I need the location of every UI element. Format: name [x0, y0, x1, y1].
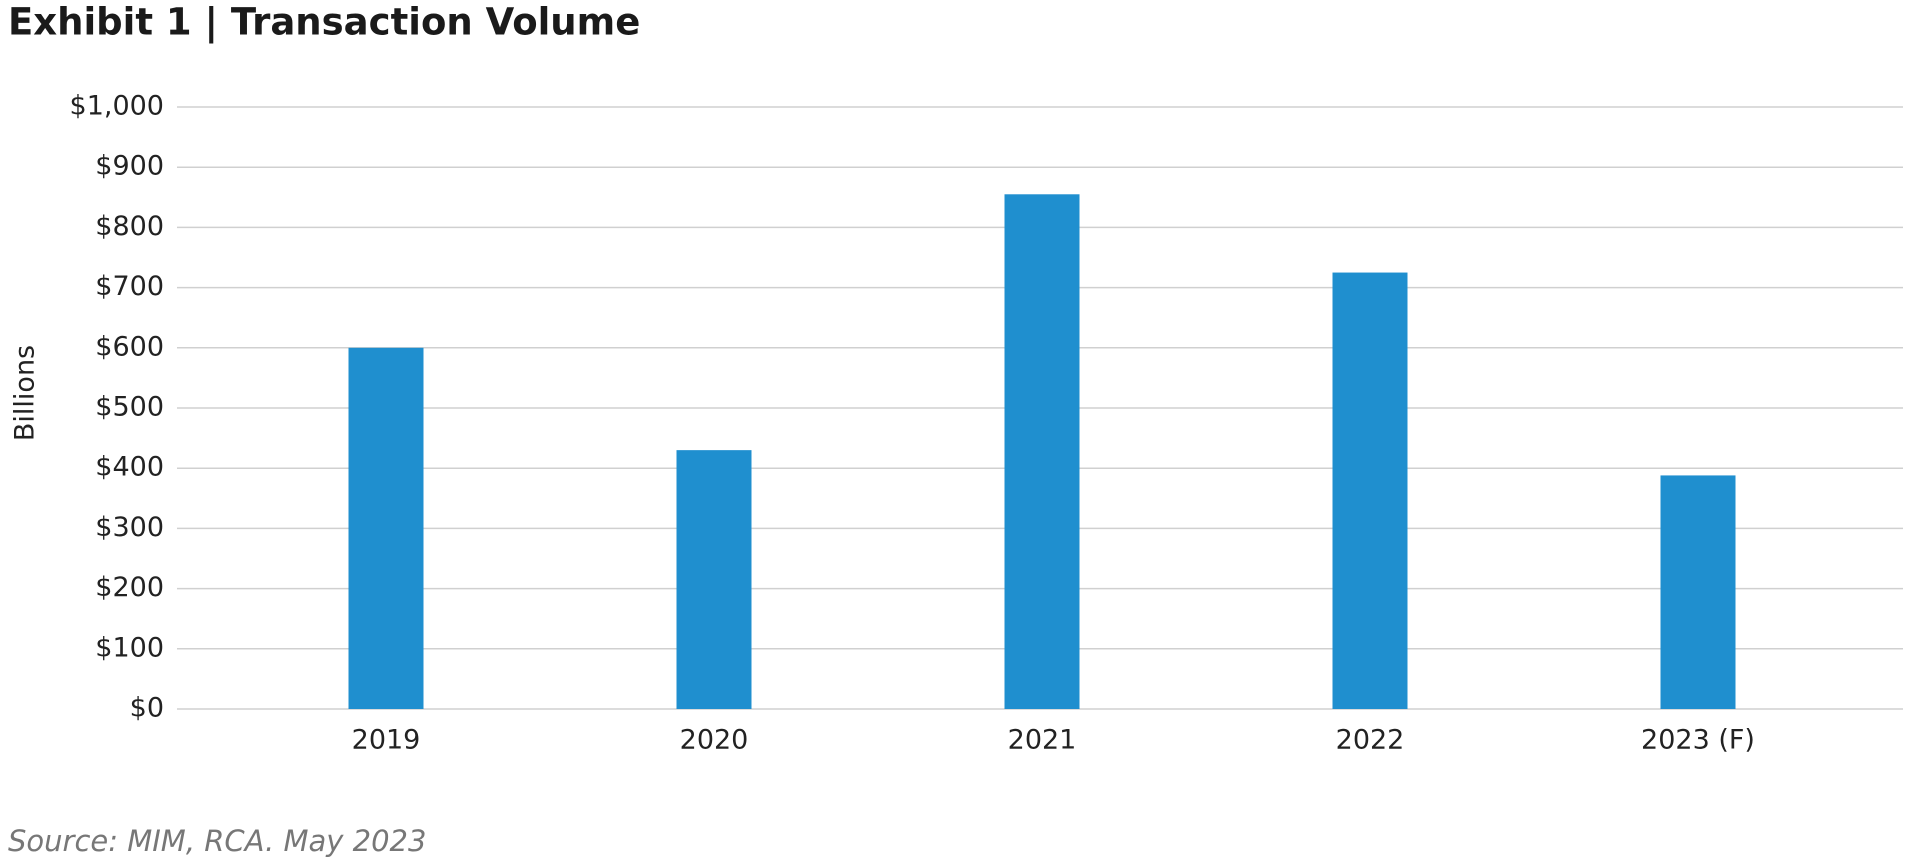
y-tick-label: $700 — [95, 271, 164, 302]
y-tick-label: $100 — [95, 632, 164, 663]
bar — [1332, 272, 1408, 709]
y-tick-label: $900 — [95, 151, 164, 182]
y-tick-label: $1,000 — [70, 91, 164, 122]
y-tick-label: $800 — [95, 211, 164, 242]
y-tick-label: $500 — [95, 392, 164, 423]
source-note: Source: MIM, RCA. May 2023 — [8, 824, 426, 858]
y-tick-label: $400 — [95, 452, 164, 483]
x-tick-label: 2023 (F) — [1641, 725, 1755, 756]
bar — [1660, 475, 1736, 709]
bar — [676, 450, 752, 709]
bar — [1004, 194, 1080, 710]
y-axis-label: Billions — [10, 345, 41, 441]
x-tick-label: 2020 — [680, 725, 749, 756]
bar — [348, 347, 424, 709]
x-tick-label: 2019 — [352, 725, 421, 756]
y-tick-label: $0 — [130, 693, 164, 724]
x-tick-label: 2021 — [1008, 725, 1077, 756]
y-tick-label: $200 — [95, 572, 164, 603]
y-tick-label: $300 — [95, 512, 164, 543]
x-tick-label: 2022 — [1336, 725, 1405, 756]
chart-title: Exhibit 1 | Transaction Volume — [8, 1, 640, 44]
y-tick-label: $600 — [95, 331, 164, 362]
